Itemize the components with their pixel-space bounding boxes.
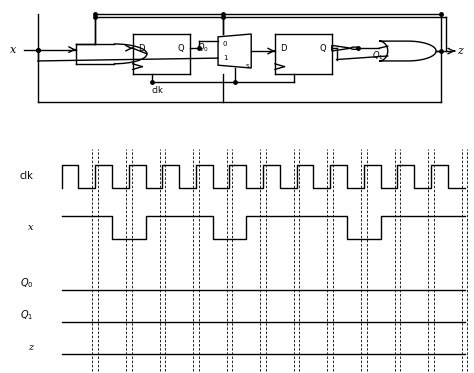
Text: $Q_1$: $Q_1$ xyxy=(372,49,384,62)
Text: clk: clk xyxy=(152,87,164,95)
Text: 1: 1 xyxy=(223,55,227,61)
Text: $Q_0$: $Q_0$ xyxy=(19,276,33,290)
Text: $Q_1$: $Q_1$ xyxy=(20,308,33,322)
Text: x: x xyxy=(10,45,17,54)
Text: Q: Q xyxy=(177,44,184,53)
Text: x: x xyxy=(27,223,33,232)
Text: z: z xyxy=(457,46,463,56)
Text: D: D xyxy=(281,44,287,53)
Text: D: D xyxy=(138,44,145,53)
Text: 0: 0 xyxy=(223,41,227,47)
Text: $Q_0$: $Q_0$ xyxy=(197,42,209,54)
Text: Q: Q xyxy=(319,44,326,53)
Text: z: z xyxy=(28,343,33,352)
Text: clk: clk xyxy=(19,172,33,181)
Text: s: s xyxy=(245,63,249,69)
